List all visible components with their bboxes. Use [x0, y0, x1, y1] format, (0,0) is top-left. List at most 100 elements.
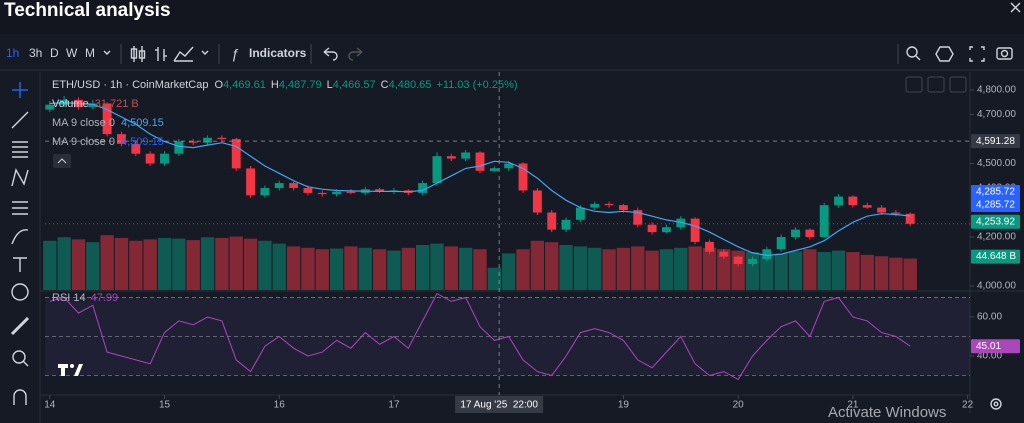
search-icon[interactable] [906, 46, 921, 61]
candle-body [475, 152, 485, 171]
legend-toggle[interactable] [53, 154, 71, 168]
legend-value: 4,509.15 [121, 117, 164, 129]
candle-body [88, 103, 98, 108]
volume-bar [817, 252, 831, 290]
prediction-tool[interactable] [12, 201, 28, 215]
scroll-button[interactable] [905, 76, 923, 93]
candle-body [633, 210, 643, 225]
candle-body [274, 183, 284, 189]
volume-bar [243, 238, 258, 290]
x-tick-label: 21 [847, 400, 859, 411]
bar-type[interactable] [155, 47, 167, 61]
title: Technical analysis [4, 0, 171, 21]
volume-bar [674, 247, 688, 290]
volume-bar [846, 252, 860, 290]
volume-bar [559, 244, 573, 290]
volume-bar [645, 250, 659, 290]
toolbar [0, 38, 1024, 68]
volume-bar [487, 267, 502, 290]
candle-body [231, 139, 241, 169]
volume-bar [588, 247, 602, 290]
symbol: ETH/USD · 1h · CoinMarketCap [52, 79, 209, 91]
ma2-last-box [971, 198, 1020, 213]
candle-body [188, 141, 198, 143]
candle-body [575, 207, 585, 220]
volume-bar [415, 244, 430, 290]
candle-body [102, 103, 112, 135]
volume-bar [186, 240, 200, 290]
volume-bar [473, 249, 487, 290]
volume-bar [788, 251, 803, 290]
legend-change: +11.03 (+0.25%) [436, 79, 517, 91]
volume-bar [631, 246, 645, 290]
ma-last-box [971, 185, 1020, 200]
legend-key: MA 9 close 0 [52, 117, 115, 129]
candle-body [618, 205, 628, 211]
interval[interactable]: 1h [6, 46, 19, 60]
trendline-tool[interactable] [11, 111, 29, 129]
left-toolbar [10, 82, 30, 405]
candle-body [45, 104, 55, 110]
volume-bar [215, 237, 229, 290]
candle-body [590, 203, 600, 208]
undo[interactable] [323, 47, 338, 61]
crosshair-time: 17 Aug '25 22:00 [460, 400, 538, 411]
interval[interactable]: M [85, 46, 95, 60]
volume-bar [129, 240, 143, 290]
volume-bar [774, 253, 788, 290]
volume-bar [803, 249, 817, 290]
volume-bar [100, 235, 114, 290]
candle-type[interactable] [130, 46, 146, 62]
close-button[interactable] [1010, 2, 1021, 13]
indicators-button[interactable]: Indicators [249, 46, 307, 60]
volume-bar [502, 253, 516, 290]
candle-body [690, 218, 700, 242]
watermark: Activate Windows [828, 404, 946, 421]
legend-key: MA 9 close 0 [52, 136, 115, 148]
volume-bar [545, 242, 559, 290]
volume-bar [86, 242, 100, 290]
interval-menu[interactable] [103, 50, 111, 55]
legend-key: O [215, 79, 224, 91]
pattern-tool[interactable] [11, 168, 29, 187]
area-type[interactable] [173, 46, 194, 62]
candle-body [346, 191, 356, 193]
ruler-tool[interactable] [10, 316, 30, 336]
settings-icon[interactable] [935, 46, 954, 62]
rsi-tick-label: 40.00 [977, 351, 1002, 362]
interval[interactable]: W [66, 46, 78, 60]
chart-type-menu[interactable] [201, 50, 209, 55]
candle-body [748, 259, 757, 264]
interval[interactable]: 3h [29, 46, 42, 60]
candle-body [733, 256, 743, 264]
volume-bar [602, 249, 616, 290]
maximize-button[interactable] [949, 76, 967, 93]
zoom-tool[interactable] [12, 350, 29, 367]
fib-tool[interactable] [12, 141, 28, 158]
fullscreen-icon[interactable] [969, 46, 985, 62]
magnet-tool[interactable] [13, 389, 27, 405]
candle-body [518, 163, 528, 191]
crosshair-time-box [455, 396, 544, 413]
ma2-last: 4,285.72 [976, 200, 1015, 211]
emoji-tool[interactable] [11, 283, 29, 301]
camera-icon[interactable] [996, 47, 1013, 60]
text-tool[interactable] [13, 257, 27, 272]
volume-bar [200, 237, 215, 290]
interval[interactable]: D [50, 46, 59, 60]
x-tick-label: 20 [733, 400, 745, 411]
crosshair-tool[interactable] [12, 82, 28, 98]
volume-bar [258, 240, 272, 290]
volume-bar [157, 237, 172, 290]
candle-body [776, 237, 786, 250]
header-bar [0, 0, 1024, 34]
candle-body [489, 168, 499, 171]
candle-body [289, 183, 299, 189]
legend-value: 31.721 B [95, 98, 139, 110]
volume-last-box [971, 249, 1020, 264]
collapse-button[interactable] [927, 76, 945, 93]
brush-tool[interactable] [11, 229, 29, 245]
settings-gear[interactable] [990, 398, 1002, 410]
price-last-box [971, 214, 1020, 229]
candle-body [561, 219, 571, 230]
